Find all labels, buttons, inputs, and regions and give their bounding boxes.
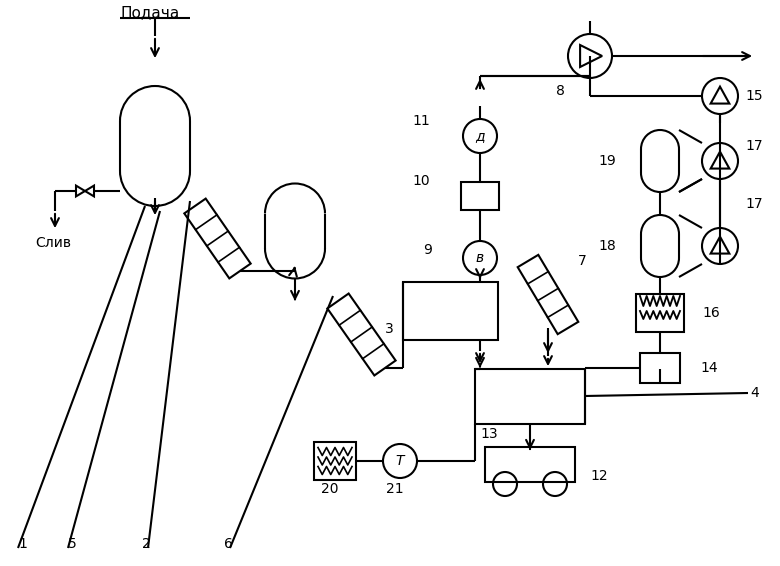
Text: 5: 5 [68,537,76,551]
Text: 3: 3 [385,322,393,336]
Bar [475,368,585,423]
Text: 12: 12 [590,469,608,483]
Text: Слив: Слив [35,236,71,250]
Text: д: д [475,129,485,143]
Text: 9: 9 [423,243,432,257]
Text: 11: 11 [413,114,430,128]
Bar [636,294,684,332]
Bar [461,182,499,210]
Bar [485,447,575,482]
Text: 2: 2 [142,537,151,551]
Text: Подача: Подача [120,6,179,20]
Text: в: в [476,251,484,265]
Text: T: T [395,454,404,468]
Polygon shape [184,199,250,278]
Text: 8: 8 [555,84,565,98]
Text: 10: 10 [413,174,430,188]
Text: 6: 6 [224,537,233,551]
Text: 17: 17 [745,197,763,211]
Text: 17: 17 [745,139,763,153]
Polygon shape [328,294,395,375]
Text: 4: 4 [750,386,759,400]
Text: 16: 16 [702,306,720,320]
Bar [402,282,498,340]
Text: 19: 19 [598,154,615,168]
Bar [314,442,356,480]
Text: 1: 1 [18,537,27,551]
Text: 18: 18 [598,239,615,253]
Text: 21: 21 [386,482,404,496]
Text: 20: 20 [321,482,339,496]
Text: 7: 7 [578,254,587,268]
Text: 15: 15 [745,89,763,103]
Polygon shape [518,255,578,334]
Bar [640,353,680,383]
Text: 14: 14 [700,361,718,375]
Text: 13: 13 [480,427,498,441]
